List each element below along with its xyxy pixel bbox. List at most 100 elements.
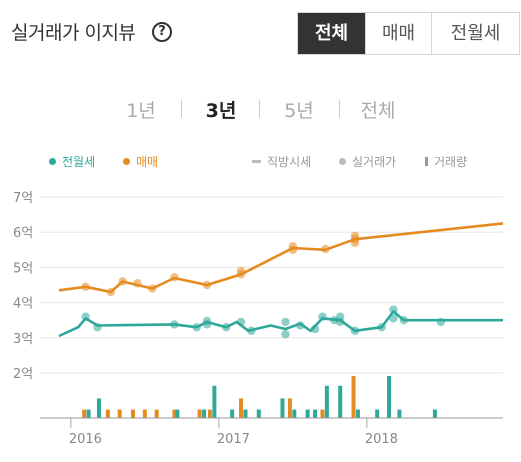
volume-bar xyxy=(313,409,318,418)
y-axis: 2억 3억 4억 5억 6억 7억 xyxy=(13,191,33,382)
legend-jeonwolse[interactable]: 전월세 xyxy=(49,153,95,170)
y-tick-label: 4억 xyxy=(13,297,33,312)
tab-rent[interactable]: 전월세 xyxy=(431,13,519,54)
dash-line-icon xyxy=(252,160,261,163)
data-point-maemae xyxy=(350,231,360,240)
volume-bar xyxy=(432,409,437,418)
data-point-maemae xyxy=(236,266,246,276)
period-1y[interactable]: 1년 xyxy=(126,100,156,122)
page-title: 실거래가 이지뷰 xyxy=(11,22,136,44)
volume-bar xyxy=(305,409,310,418)
volume-bar xyxy=(82,409,87,418)
volume-bar xyxy=(230,409,235,418)
data-point-maemae xyxy=(288,242,298,251)
legend-volume-label: 거래량 xyxy=(434,155,468,169)
transaction-points xyxy=(81,231,446,339)
data-point-maemae xyxy=(148,284,157,293)
volume-bar xyxy=(292,409,297,418)
legend-actual-label: 실거래가 xyxy=(352,155,397,169)
volume-bar xyxy=(397,409,402,418)
bar-icon xyxy=(425,157,428,166)
x-tick-label: 2018 xyxy=(365,432,398,447)
series-line-jeonwolse xyxy=(58,310,503,338)
period-3y[interactable]: 3년 xyxy=(205,100,237,122)
volume-bar xyxy=(375,409,380,418)
data-point-jeonwolse xyxy=(222,323,231,332)
volume-bar xyxy=(243,409,248,418)
period-divider xyxy=(259,100,260,118)
legend-actual[interactable]: 실거래가 xyxy=(339,153,396,170)
tab-all[interactable]: 전체 xyxy=(298,13,365,54)
tab-sale[interactable]: 매매 xyxy=(365,13,431,54)
data-point-jeonwolse xyxy=(399,316,409,325)
teal-dot-icon xyxy=(49,158,56,165)
data-point-jeonwolse xyxy=(192,323,201,332)
gray-dot-icon xyxy=(339,158,346,165)
y-tick-label: 7억 xyxy=(13,191,33,206)
volume-bar xyxy=(202,409,207,418)
volume-bar xyxy=(96,398,101,418)
data-point-jeonwolse xyxy=(236,317,246,327)
legend-volume[interactable]: 거래량 xyxy=(425,153,467,170)
data-point-jeonwolse xyxy=(296,321,305,330)
data-point-jeonwolse xyxy=(202,320,212,329)
period-selector: 1년 3년 5년 전체 xyxy=(0,96,521,124)
period-all[interactable]: 전체 xyxy=(360,100,396,122)
x-tick-label: 2017 xyxy=(217,432,250,447)
y-tick-label: 2억 xyxy=(13,367,33,382)
volume-bar xyxy=(324,385,329,418)
data-point-maemae xyxy=(170,273,179,282)
legend-maemae-label: 매매 xyxy=(136,155,159,169)
x-axis: 2016 2017 2018 xyxy=(40,417,503,447)
chart-grid xyxy=(40,196,503,374)
data-point-jeonwolse xyxy=(336,312,345,321)
period-divider xyxy=(181,100,182,118)
volume-bar xyxy=(117,409,122,418)
period-divider xyxy=(339,100,340,118)
data-point-jeonwolse xyxy=(281,330,290,339)
period-5y[interactable]: 5년 xyxy=(284,100,314,122)
data-point-maemae xyxy=(350,238,360,247)
data-point-maemae xyxy=(106,287,116,297)
data-point-jeonwolse xyxy=(436,317,446,327)
volume-bar xyxy=(154,409,159,418)
data-point-jeonwolse xyxy=(310,324,320,334)
legend-maemae[interactable]: 매매 xyxy=(123,153,158,170)
volume-bar xyxy=(320,409,325,418)
volume-bar xyxy=(280,398,285,418)
data-point-jeonwolse xyxy=(318,312,327,321)
data-point-jeonwolse xyxy=(81,312,90,321)
legend-market-label: 직방시세 xyxy=(267,155,312,169)
orange-dot-icon xyxy=(123,158,130,165)
data-point-jeonwolse xyxy=(170,320,179,329)
y-tick-label: 5억 xyxy=(13,261,33,276)
volume-bar xyxy=(338,385,343,418)
y-tick-label: 3억 xyxy=(13,332,33,347)
data-point-jeonwolse xyxy=(389,314,398,323)
volume-bar xyxy=(105,409,110,418)
trade-type-tabs: 전체 매매 전월세 xyxy=(297,12,520,55)
volume-bar xyxy=(287,398,292,418)
volume-bar xyxy=(239,398,244,418)
legend-market[interactable]: 직방시세 xyxy=(252,153,311,170)
data-point-maemae xyxy=(118,277,127,286)
volume-bar xyxy=(175,409,180,418)
volume-bars xyxy=(82,376,437,418)
volume-bar xyxy=(212,385,217,418)
chart-legend: 전월세 매매 직방시세 실거래가 거래량 xyxy=(0,153,521,171)
volume-bar xyxy=(172,409,177,418)
volume-bar xyxy=(207,409,212,418)
data-point-maemae xyxy=(133,279,142,288)
volume-bar xyxy=(142,409,147,418)
volume-bar xyxy=(131,409,135,418)
y-tick-label: 6억 xyxy=(13,226,33,241)
legend-jeonwolse-label: 전월세 xyxy=(62,155,96,169)
data-point-maemae xyxy=(81,282,90,291)
volume-bar xyxy=(86,409,91,418)
help-icon[interactable]: ? xyxy=(152,22,172,42)
volume-bar xyxy=(355,409,360,418)
data-point-jeonwolse xyxy=(281,317,290,327)
data-point-jeonwolse xyxy=(377,323,386,332)
data-point-jeonwolse xyxy=(93,323,102,332)
